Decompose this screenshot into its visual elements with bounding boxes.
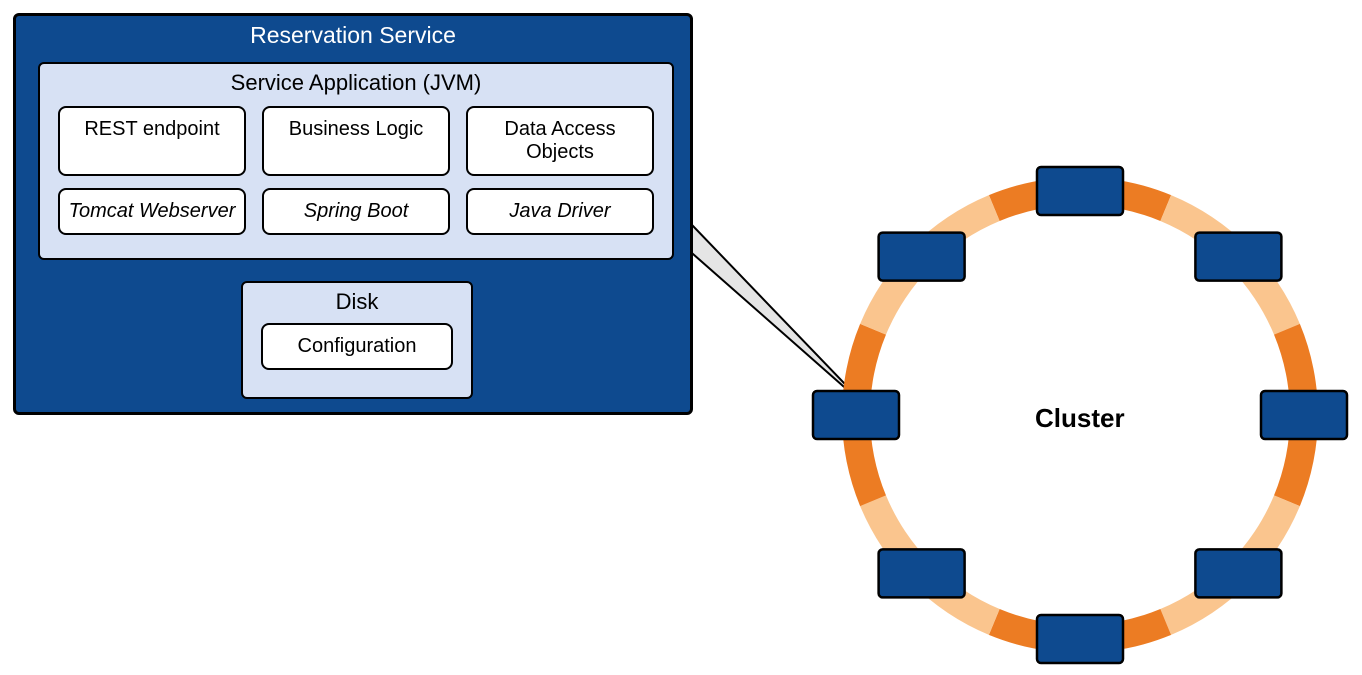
component-box: Business Logic [262, 106, 450, 176]
component-box: Tomcat Webserver [58, 188, 246, 235]
component-row-1: REST endpointBusiness LogicData Access O… [40, 106, 672, 188]
cluster-node [1261, 391, 1347, 439]
component-row-2: Tomcat Webserver Spring Boot Java Driver [40, 188, 672, 247]
reservation-service-box: Reservation Service Service Application … [13, 13, 693, 415]
cluster-node [813, 391, 899, 439]
component-box: Java Driver [466, 188, 654, 235]
component-box: REST endpoint [58, 106, 246, 176]
service-application-title: Service Application (JVM) [40, 64, 672, 106]
disk-title: Disk [243, 283, 471, 323]
cluster-node [1195, 233, 1281, 281]
connector-wedge [668, 200, 868, 408]
reservation-service-title: Reservation Service [16, 16, 690, 57]
cluster-node [1037, 615, 1123, 663]
cluster-node [879, 549, 965, 597]
component-box: Data Access Objects [466, 106, 654, 176]
cluster-node [1037, 167, 1123, 215]
service-application-box: Service Application (JVM) REST endpointB… [38, 62, 674, 260]
cluster-label: Cluster [1035, 403, 1125, 434]
disk-box: Disk Configuration [241, 281, 473, 399]
component-box: Spring Boot [262, 188, 450, 235]
cluster-node [879, 233, 965, 281]
cluster-node [1195, 549, 1281, 597]
disk-component-configuration: Configuration [261, 323, 453, 370]
